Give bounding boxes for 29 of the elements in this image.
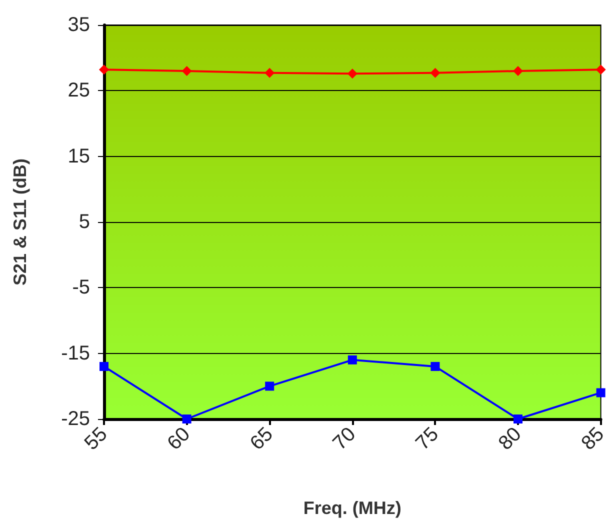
x-tick-label: 85 xyxy=(577,423,609,454)
y-tick-label: -15 xyxy=(61,342,90,364)
x-tick-label: 80 xyxy=(494,423,526,454)
point xyxy=(596,64,606,75)
point xyxy=(347,68,358,79)
point xyxy=(348,355,357,364)
point xyxy=(514,414,523,424)
x-tick-label: 60 xyxy=(163,423,195,454)
y-axis-title: S21 & S11 (dB) xyxy=(10,158,30,286)
x-tick-label: 70 xyxy=(328,423,360,454)
y-tick-label: 25 xyxy=(68,80,90,102)
point xyxy=(596,388,606,398)
point xyxy=(264,68,275,78)
point xyxy=(182,66,192,76)
x-tick-label: 65 xyxy=(246,423,278,454)
point xyxy=(99,64,109,75)
point xyxy=(182,414,192,424)
point xyxy=(265,382,274,391)
x-tick-label: 75 xyxy=(412,423,443,454)
y-tick-label: 5 xyxy=(78,211,90,233)
y-tick-label: -25 xyxy=(61,408,90,430)
point xyxy=(513,66,524,76)
point xyxy=(100,362,108,371)
point xyxy=(430,362,440,371)
x-axis-title: Freq. (MHz) xyxy=(303,498,402,518)
y-tick-label: -5 xyxy=(72,276,90,299)
y-tick-label: 15 xyxy=(68,145,90,168)
point xyxy=(430,68,440,78)
y-tick-label: 35 xyxy=(68,14,90,36)
